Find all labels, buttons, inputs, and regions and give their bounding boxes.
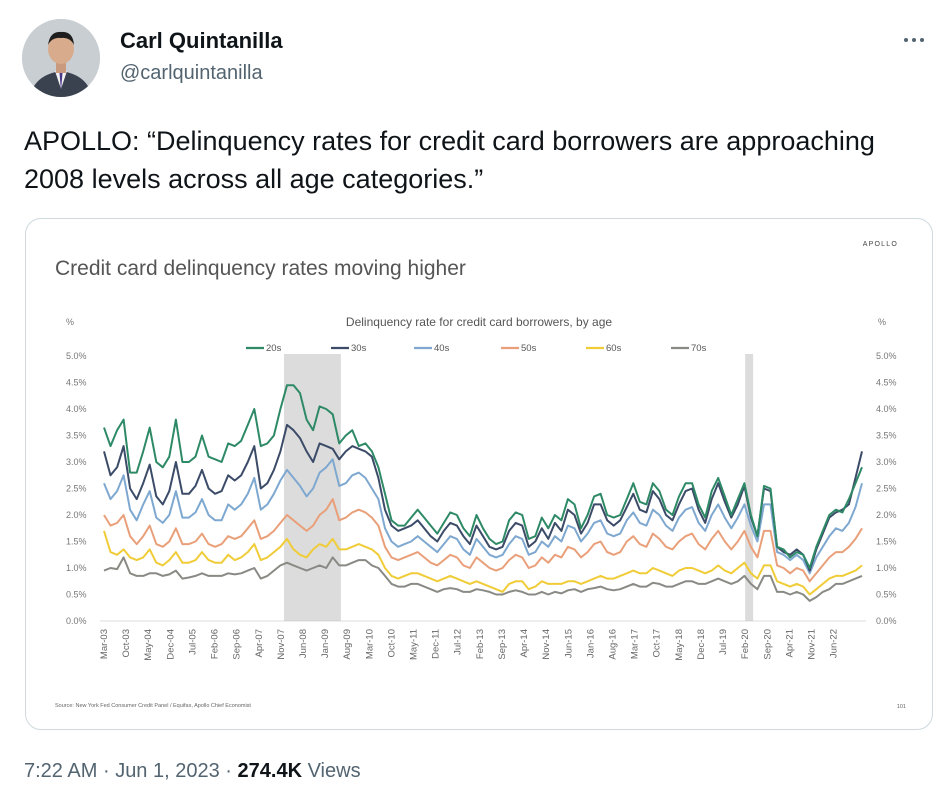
x-tick-label: Jun-22 bbox=[829, 629, 840, 658]
legend-label-60s: 60s bbox=[606, 343, 622, 354]
x-tick-label: Jul-12 bbox=[453, 629, 464, 655]
y-tick-label: 3.5% bbox=[66, 431, 87, 441]
x-tick-label: Feb-13 bbox=[475, 629, 486, 659]
x-tick-label: Apr-14 bbox=[519, 629, 530, 658]
y-axis-right: 0.0% 0.5% 1.0% 1.5% 2.0% 2.5% 3.0% 3.5% 4.0% 4.5%… bbox=[876, 351, 897, 626]
x-tick-label: Aug-16 bbox=[607, 629, 618, 660]
y-tick-label: 1.5% bbox=[66, 537, 87, 547]
y-tick-label: 2.5% bbox=[876, 484, 897, 494]
tweet-time[interactable]: 7:22 AM bbox=[24, 760, 98, 782]
person-avatar-icon bbox=[22, 19, 100, 97]
legend-label-30s: 30s bbox=[351, 343, 367, 354]
y-tick-label: 1.5% bbox=[876, 537, 897, 547]
tweet-media-image[interactable]: APOLLO Credit card delinquency rates mov… bbox=[25, 218, 933, 730]
y-tick-label: 0.5% bbox=[876, 590, 897, 600]
x-tick-label: Oct-10 bbox=[386, 629, 397, 658]
recession-band bbox=[745, 354, 754, 621]
y-axis-left: 0.0% 0.5% 1.0% 1.5% 2.0% 2.5% 3.0% 3.5% 4.0% 4.5%… bbox=[66, 351, 87, 626]
y-tick-label: 3.5% bbox=[876, 431, 897, 441]
x-tick-label: Dec-18 bbox=[696, 629, 707, 660]
legend-label-40s: 40s bbox=[434, 343, 450, 354]
tweet-date[interactable]: Jun 1, 2023 bbox=[115, 760, 220, 782]
y-tick-label: 0.0% bbox=[876, 616, 897, 626]
x-tick-label: Aug-09 bbox=[342, 629, 353, 660]
avatar[interactable] bbox=[22, 19, 100, 97]
x-tick-label: Sep-06 bbox=[232, 629, 243, 660]
y-tick-label: 2.0% bbox=[876, 510, 897, 520]
apollo-brand-logo: APOLLO bbox=[863, 241, 898, 248]
x-tick-label: Nov-14 bbox=[541, 629, 552, 660]
x-tick-label: Sep-20 bbox=[762, 629, 773, 660]
x-tick-label: Apr-21 bbox=[784, 629, 795, 658]
more-options-button[interactable] bbox=[896, 22, 932, 58]
x-tick-label: Apr-07 bbox=[254, 629, 265, 658]
x-tick-label: Nov-07 bbox=[276, 629, 287, 660]
y-tick-label: 1.0% bbox=[876, 563, 897, 573]
x-tick-label: Jan-16 bbox=[585, 629, 596, 658]
x-tick-label: Nov-21 bbox=[806, 629, 817, 660]
x-tick-label: Mar-03 bbox=[99, 629, 110, 659]
x-tick-label: Jun-08 bbox=[298, 629, 309, 658]
x-axis: Mar-03 Oct-03 May-04 Dec-04 Jul-05 Feb-06 Sep-… bbox=[99, 620, 866, 661]
source-note: Source: New York Fed Consumer Credit Pan… bbox=[55, 703, 251, 709]
more-dots-icon bbox=[904, 38, 908, 42]
views-label: Views bbox=[307, 760, 361, 782]
y-tick-label: 5.0% bbox=[66, 351, 87, 361]
x-tick-label: May-04 bbox=[143, 629, 154, 661]
series-line-20s bbox=[103, 384, 863, 569]
tweet-meta: 7:22 AM · Jun 1, 2023 · 274.4K Views bbox=[24, 760, 361, 783]
y-tick-label: 2.0% bbox=[66, 510, 87, 520]
series-line-60s bbox=[103, 530, 863, 596]
y-tick-label: 5.0% bbox=[876, 351, 897, 361]
y-tick-label: 1.0% bbox=[66, 563, 87, 573]
x-tick-label: Jul-19 bbox=[718, 629, 729, 655]
x-tick-label: Oct-17 bbox=[652, 629, 663, 658]
y-tick-label: 3.0% bbox=[66, 457, 87, 467]
chart-legend: 20s 30s 40s 50s 60s 70s bbox=[246, 343, 707, 354]
legend-label-50s: 50s bbox=[521, 343, 537, 354]
series-line-40s bbox=[103, 458, 863, 575]
y-tick-label: 0.0% bbox=[66, 616, 87, 626]
x-tick-label: Dec-11 bbox=[431, 629, 442, 659]
y-tick-label: 3.0% bbox=[876, 457, 897, 467]
x-tick-label: Jul-05 bbox=[187, 629, 198, 655]
views-count: 274.4K bbox=[237, 760, 303, 782]
author-handle[interactable]: @carlquintanilla bbox=[120, 62, 263, 84]
y-axis-label-right: % bbox=[878, 317, 886, 327]
x-tick-label: May-11 bbox=[409, 629, 420, 660]
x-tick-label: Oct-03 bbox=[121, 629, 132, 658]
author-name[interactable]: Carl Quintanilla bbox=[120, 28, 283, 53]
delinquency-chart: APOLLO Credit card delinquency rates mov… bbox=[55, 241, 906, 710]
y-tick-label: 4.5% bbox=[876, 378, 897, 388]
y-tick-label: 4.0% bbox=[876, 404, 897, 414]
tweet-text: APOLLO: “Delinquency rates for credit ca… bbox=[24, 126, 875, 194]
x-tick-label: Dec-04 bbox=[165, 629, 176, 660]
x-tick-label: May-18 bbox=[674, 629, 685, 661]
series-line-50s bbox=[103, 498, 863, 583]
x-tick-label: Jun-15 bbox=[563, 629, 574, 658]
y-tick-label: 4.5% bbox=[66, 378, 87, 388]
more-dot bbox=[920, 38, 924, 42]
x-tick-label: Jan-09 bbox=[320, 629, 331, 658]
y-tick-label: 0.5% bbox=[66, 590, 87, 600]
legend-label-70s: 70s bbox=[691, 343, 707, 354]
image-heading: Credit card delinquency rates moving hig… bbox=[55, 257, 466, 280]
page-number: 101 bbox=[897, 704, 906, 710]
x-tick-label: Mar-17 bbox=[630, 629, 641, 659]
x-tick-label: Sep-13 bbox=[497, 629, 508, 660]
y-tick-label: 4.0% bbox=[66, 404, 87, 414]
more-dot bbox=[912, 38, 916, 42]
y-axis-label-left: % bbox=[66, 317, 74, 327]
series-line-70s bbox=[103, 556, 863, 602]
series-lines bbox=[103, 384, 863, 602]
meta-separator: · bbox=[225, 760, 232, 782]
x-tick-label: Feb-20 bbox=[740, 629, 751, 659]
x-tick-label: Feb-06 bbox=[210, 629, 221, 659]
legend-label-20s: 20s bbox=[266, 343, 282, 354]
x-tick-label: Mar-10 bbox=[364, 629, 375, 659]
y-tick-label: 2.5% bbox=[66, 484, 87, 494]
series-line-30s bbox=[103, 423, 863, 572]
chart-title: Delinquency rate for credit card borrowe… bbox=[346, 315, 612, 329]
meta-separator: · bbox=[102, 760, 110, 782]
